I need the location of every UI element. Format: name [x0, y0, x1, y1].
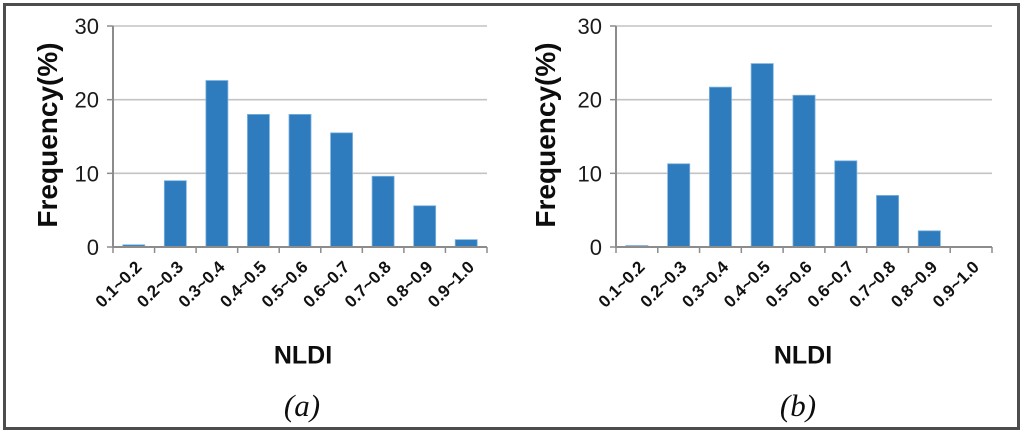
- bar-0.6~0.7: [330, 132, 353, 248]
- panel-caption-a: (a): [283, 388, 321, 423]
- y-tick-label: 0: [590, 235, 602, 260]
- x-axis-title-b: NLDI: [773, 341, 833, 370]
- bar-0.9~1.0: [454, 239, 478, 248]
- bar-0.6~0.7: [834, 160, 858, 248]
- bar-0.7~0.8: [371, 175, 395, 248]
- x-tick-label: 0.9~1.0: [929, 257, 983, 311]
- bar-0.4~0.5: [750, 63, 774, 248]
- x-axis-title-a: NLDI: [273, 341, 333, 370]
- bar-0.4~0.5: [247, 114, 270, 248]
- y-tick-label: 10: [578, 161, 602, 186]
- bar-0.3~0.4: [205, 80, 229, 248]
- y-tick-label: 20: [578, 88, 602, 113]
- y-tick-label: 0: [87, 235, 99, 260]
- y-axis-title-a: Frequency(%): [32, 42, 63, 228]
- bar-0.5~0.6: [288, 114, 312, 248]
- y-tick-label: 10: [75, 161, 99, 186]
- x-tick-label: 0.9~1.0: [424, 257, 478, 311]
- panel-caption-b: (b): [779, 388, 817, 423]
- bar-0.8~0.9: [413, 205, 437, 248]
- bar-0.3~0.4: [708, 86, 732, 248]
- y-tick-label: 30: [75, 14, 99, 39]
- chart-panel-a: 01020300.1~0.20.2~0.30.3~0.40.4~0.50.5~0…: [75, 14, 488, 311]
- y-axis-title-b: Frequency(%): [530, 42, 561, 228]
- y-tick-label: 20: [75, 88, 99, 113]
- bar-0.7~0.8: [876, 195, 900, 248]
- bar-0.5~0.6: [792, 94, 816, 248]
- chart-panel-b: 01020300.1~0.20.2~0.30.3~0.40.4~0.50.5~0…: [578, 14, 993, 311]
- bar-0.2~0.3: [667, 163, 691, 248]
- bar-0.8~0.9: [917, 230, 941, 248]
- bar-0.2~0.3: [163, 180, 187, 248]
- y-tick-label: 30: [578, 14, 602, 39]
